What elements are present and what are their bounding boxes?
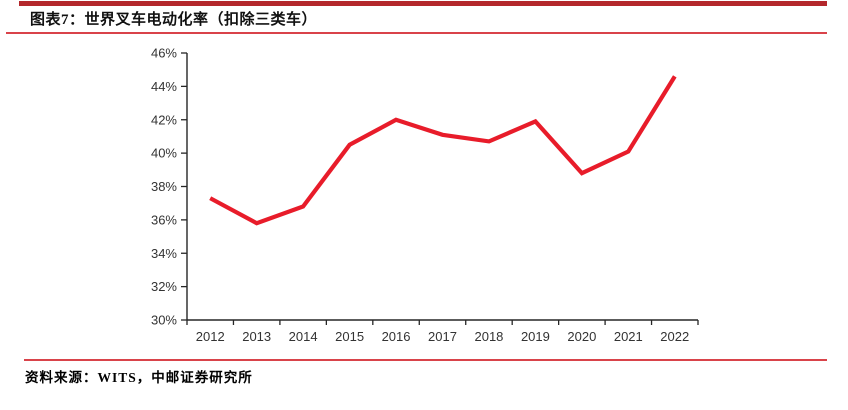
x-axis-label: 2013 [242, 329, 271, 344]
x-axis-label: 2014 [289, 329, 318, 344]
y-axis-label: 42% [151, 112, 177, 127]
y-axis-label: 30% [151, 313, 177, 328]
footer-top-rule [24, 359, 827, 361]
x-axis-label: 2017 [428, 329, 457, 344]
series-line [209, 75, 677, 226]
title-underline-rule [6, 32, 827, 34]
x-axis-label: 2021 [614, 329, 643, 344]
y-axis-label: 44% [151, 79, 177, 94]
x-axis-label: 2019 [521, 329, 550, 344]
y-axis-label: 38% [151, 179, 177, 194]
x-axis-label: 2018 [474, 329, 503, 344]
line-chart: 30% 32% 34% 36% 38% 40% 42% 44% 46% 2012 2013 2014 2… [151, 46, 699, 344]
x-axis-label: 2016 [382, 329, 411, 344]
y-axis-label: 32% [151, 279, 177, 294]
figure-title: 图表7：世界叉车电动化率（扣除三类车） [30, 12, 318, 28]
top-heavy-rule [19, 1, 827, 6]
x-axis-label: 2022 [660, 329, 689, 344]
y-axis-label: 34% [151, 246, 177, 261]
x-axis-label: 2012 [196, 329, 225, 344]
x-axis-label: 2020 [567, 329, 596, 344]
y-axis-label: 36% [151, 212, 177, 227]
y-axis-label: 46% [151, 46, 177, 61]
x-axis-label: 2015 [335, 329, 364, 344]
source-note: 资料来源：WITS，中邮证券研究所 [25, 370, 253, 385]
y-axis-label: 40% [151, 146, 177, 161]
